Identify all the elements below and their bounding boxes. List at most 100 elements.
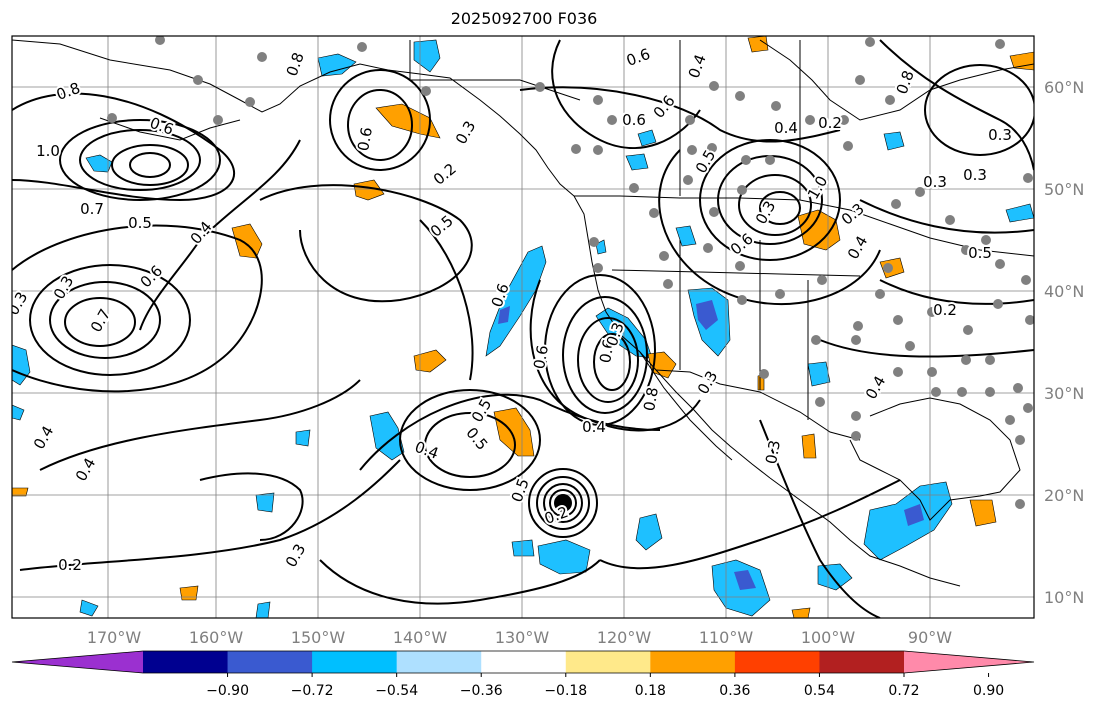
neg-area	[79, 599, 99, 617]
station-dot	[945, 215, 955, 225]
contour-line	[49, 281, 161, 359]
station-dot	[1015, 435, 1025, 445]
pos-area	[231, 223, 263, 259]
contour-label: 0.3	[988, 126, 1012, 144]
station-dot	[905, 341, 915, 351]
lon-label: 140°W	[393, 628, 448, 647]
colorbar-segment	[650, 651, 736, 673]
station-dot	[927, 307, 937, 317]
coastlines	[12, 39, 1034, 587]
coast-alaska	[12, 39, 575, 197]
station-dot	[659, 251, 669, 261]
neg-core	[904, 504, 924, 526]
border-state	[611, 269, 861, 277]
lat-label: 50°N	[1044, 180, 1084, 199]
lon-label: 130°W	[495, 628, 550, 647]
station-dot	[805, 115, 815, 125]
contour-label: 0.5	[128, 214, 152, 232]
contour-label: 0.4	[774, 119, 798, 137]
colorbar-segment	[734, 651, 820, 673]
contour-label: 0.3	[923, 173, 947, 191]
station-dot	[107, 113, 117, 123]
station-dot	[853, 321, 863, 331]
pos-area	[791, 607, 811, 618]
coast-mexico	[769, 477, 961, 587]
colorbar-tick-label: −0.54	[375, 683, 418, 699]
neg-area	[317, 53, 357, 77]
border-us-mexico	[655, 369, 861, 441]
contour-label: 0.6	[622, 111, 646, 129]
station-dot	[1015, 499, 1025, 509]
station-dot	[257, 52, 267, 62]
lon-label: 110°W	[699, 628, 754, 647]
station-dot	[931, 387, 941, 397]
contour-label: 0.6	[530, 344, 552, 371]
contour-label: 0.7	[80, 200, 104, 218]
contour-label: 0.2	[933, 301, 957, 319]
lon-label: 170°W	[87, 628, 142, 647]
contour-line	[79, 129, 201, 191]
station-dot	[709, 207, 719, 217]
colorbar-tick-label: −0.36	[460, 683, 503, 699]
station-dot	[961, 245, 971, 255]
contours	[12, 39, 1034, 618]
station-dot	[629, 183, 639, 193]
station-dot	[737, 185, 747, 195]
station-dot	[985, 355, 995, 365]
colorbar-segment	[481, 651, 567, 673]
neg-area	[413, 39, 441, 73]
station-dot	[707, 143, 717, 153]
station-dot	[771, 101, 781, 111]
station-dot	[1023, 403, 1033, 413]
station-dot	[891, 199, 901, 209]
contour-line	[59, 119, 221, 201]
lon-label: 100°W	[801, 628, 856, 647]
station-dots	[107, 36, 1034, 509]
contour-line	[879, 39, 1034, 171]
colorbar-segment	[143, 651, 229, 673]
neg-area	[255, 601, 271, 618]
contour-line	[359, 393, 661, 471]
neg-core	[734, 570, 756, 590]
station-dot	[811, 335, 821, 345]
contour-line	[347, 89, 413, 161]
coast-hudson	[759, 39, 1034, 121]
station-dot	[703, 243, 713, 253]
station-dot	[685, 115, 695, 125]
colorbar-outline	[11, 650, 1035, 674]
contour-line	[859, 199, 1034, 234]
station-dot	[893, 315, 903, 325]
neg-core	[696, 300, 718, 330]
station-dot	[357, 42, 367, 52]
station-dot	[155, 36, 165, 45]
cyclone-center-dot	[554, 494, 572, 512]
neg-area	[255, 492, 275, 513]
station-dot	[593, 95, 603, 105]
station-dot	[213, 115, 223, 125]
contour-line	[599, 479, 901, 570]
station-dot	[883, 263, 893, 273]
pos-area	[493, 407, 535, 457]
coast-gulf	[849, 397, 1021, 521]
colorbar-segment	[227, 651, 313, 673]
neg-area	[85, 154, 113, 173]
contour-line	[259, 184, 473, 303]
contour-label: 1.0	[36, 142, 60, 160]
colorbar-extend-min	[12, 651, 143, 673]
station-dot	[855, 75, 865, 85]
lon-label: 120°W	[597, 628, 652, 647]
station-dot	[961, 355, 971, 365]
lat-label: 60°N	[1044, 78, 1084, 97]
neg-area	[625, 153, 649, 171]
station-dot	[775, 289, 785, 299]
station-dot	[683, 175, 693, 185]
colorbar-segment	[819, 651, 905, 673]
contour-line	[536, 476, 590, 530]
contour-line	[544, 274, 656, 426]
contour-line	[819, 339, 1034, 358]
station-dot	[851, 335, 861, 345]
contour-line	[19, 459, 401, 571]
neg-area	[12, 404, 25, 421]
neg-area	[511, 539, 535, 557]
